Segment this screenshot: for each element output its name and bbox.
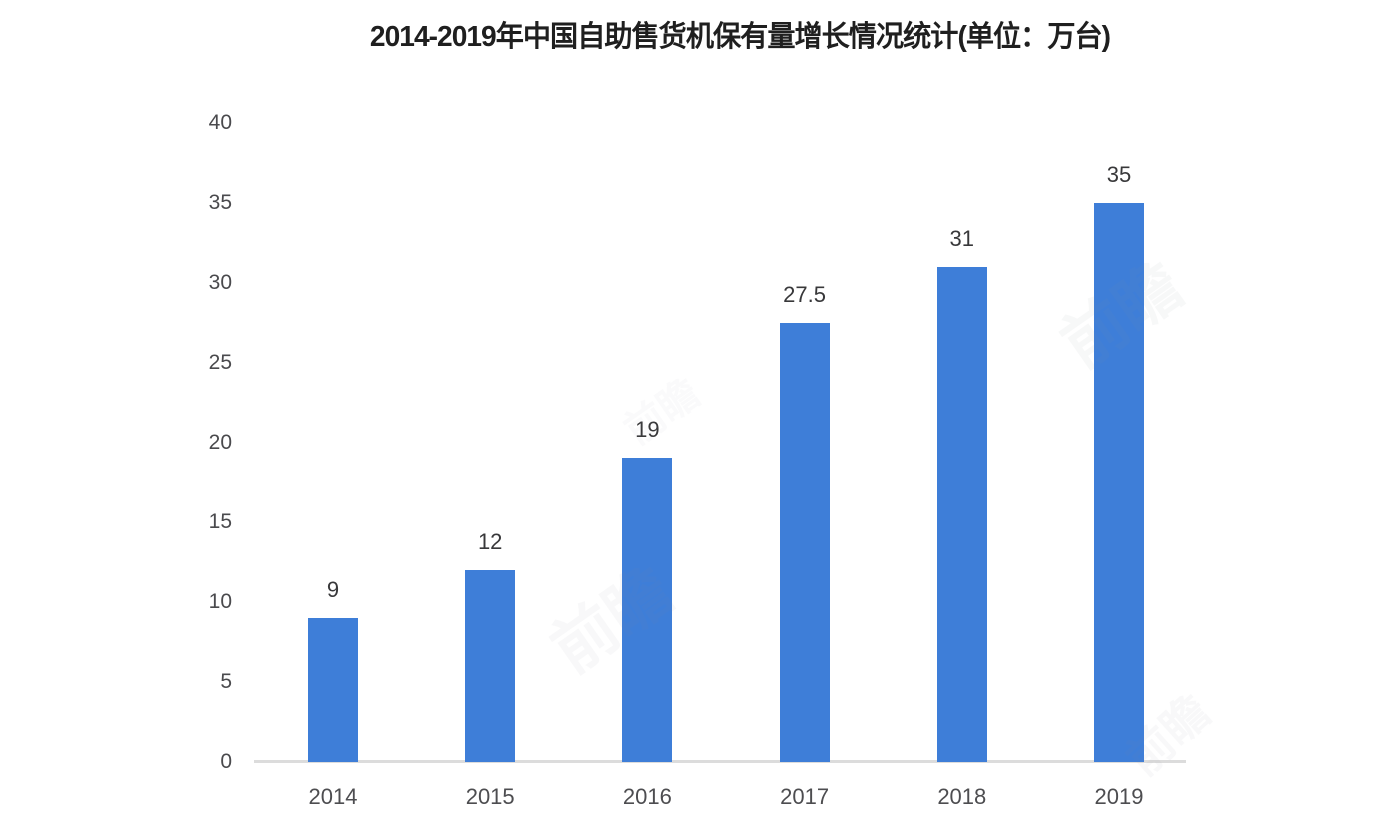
bar-value-label: 35: [1106, 161, 1132, 187]
y-axis-tick-label: 0: [220, 750, 232, 773]
bar: [622, 458, 673, 762]
x-axis-line: [254, 760, 1186, 763]
bar-value-label: 27.5: [783, 281, 826, 307]
bar: [936, 266, 987, 762]
x-axis-tick-label: 2018: [937, 784, 987, 809]
y-axis-tick-label: 20: [208, 430, 232, 454]
bar: [308, 618, 358, 762]
y-axis-tick-label: 15: [208, 510, 232, 534]
x-axis-tick-label: 2016: [622, 784, 672, 809]
y-axis-tick-label: 25: [208, 350, 232, 374]
x-axis-tick-label: 2017: [780, 784, 830, 809]
bar: [465, 570, 516, 762]
x-axis-tick-label: 2014: [308, 784, 358, 809]
y-axis-tick-label: 10: [208, 590, 232, 614]
x-axis-tick-label: 2019: [1094, 784, 1144, 809]
bar-value-label: 19: [635, 417, 660, 443]
y-axis-tick-label: 5: [220, 670, 232, 694]
y-axis-tick-label: 35: [208, 190, 232, 214]
chart-title: 2014-2019年中国自助售货机保有量增长情况统计(单位：万台): [369, 21, 1111, 53]
bar: [779, 322, 830, 762]
bar-value-label: 31: [949, 225, 975, 251]
bar: [1094, 202, 1144, 762]
y-axis-tick-label: 40: [208, 111, 232, 134]
y-axis-tick-label: 30: [208, 270, 232, 294]
bar-value-label: 12: [477, 529, 503, 555]
x-axis-tick-label: 2015: [465, 784, 515, 809]
bar-value-label: 9: [326, 577, 340, 603]
